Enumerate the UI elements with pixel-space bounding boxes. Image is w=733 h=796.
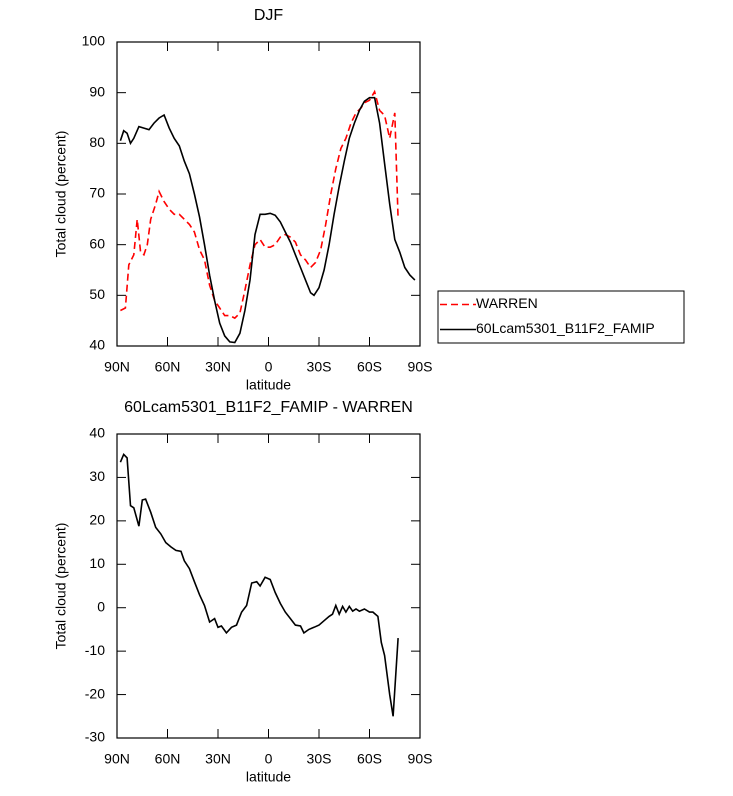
x-tick-label: 30S xyxy=(307,751,332,767)
x-tick-label: 30N xyxy=(205,751,231,767)
x-tick-label: 90N xyxy=(104,359,130,375)
data-line xyxy=(119,96,416,344)
y-tick-label: 100 xyxy=(82,33,106,49)
chart-title: DJF xyxy=(254,7,284,24)
y-tick-label: 20 xyxy=(89,512,105,528)
legend-label: WARREN xyxy=(476,295,538,311)
x-tick-label: 30S xyxy=(307,359,332,375)
y-tick-label: 40 xyxy=(89,425,105,441)
chart-title: 60Lcam5301_B11F2_FAMIP - WARREN xyxy=(124,399,413,416)
y-tick-label: 0 xyxy=(97,598,105,614)
plot-frame xyxy=(116,41,421,347)
x-tick-label: 90S xyxy=(408,751,433,767)
x-tick-label: 90N xyxy=(104,751,130,767)
legend-label: 60Lcam5301_B11F2_FAMIP xyxy=(476,320,655,336)
x-tick-label: 60N xyxy=(155,359,181,375)
y-tick-label: -20 xyxy=(85,685,105,701)
y-tick-label: 70 xyxy=(89,185,105,201)
y-tick-label: -10 xyxy=(85,642,105,658)
x-axis-label: latitude xyxy=(246,377,291,393)
x-tick-label: 0 xyxy=(265,751,273,767)
y-tick-label: -30 xyxy=(85,729,105,745)
y-tick-label: 30 xyxy=(89,468,105,484)
y-tick-label: 50 xyxy=(89,286,105,302)
data-line xyxy=(120,89,399,320)
plot-frame xyxy=(116,433,421,739)
y-tick-label: 60 xyxy=(89,235,105,251)
x-tick-label: 60S xyxy=(357,751,382,767)
x-tick-label: 60S xyxy=(357,359,382,375)
x-tick-label: 90S xyxy=(408,359,433,375)
y-tick-label: 80 xyxy=(89,134,105,150)
x-axis-label: latitude xyxy=(246,769,291,785)
y-axis-label: Total cloud (percent) xyxy=(53,523,69,650)
y-tick-label: 90 xyxy=(89,83,105,99)
y-axis-label: Total cloud (percent) xyxy=(53,131,69,258)
x-tick-label: 60N xyxy=(155,751,181,767)
x-tick-label: 0 xyxy=(265,359,273,375)
data-line xyxy=(119,452,399,717)
y-tick-label: 10 xyxy=(89,555,105,571)
y-tick-label: 40 xyxy=(89,337,105,353)
x-tick-label: 30N xyxy=(205,359,231,375)
legend-box xyxy=(437,290,685,344)
